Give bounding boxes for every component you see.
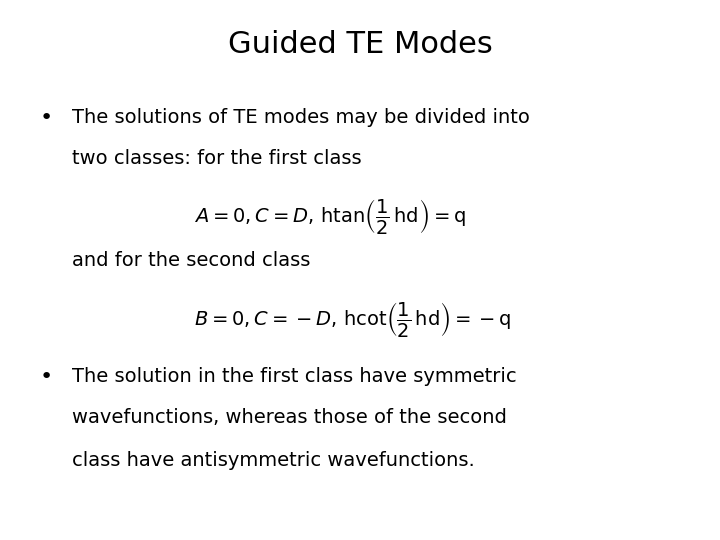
Text: The solution in the first class have symmetric: The solution in the first class have sym… (72, 367, 517, 386)
Text: •: • (40, 367, 53, 387)
Text: Guided TE Modes: Guided TE Modes (228, 30, 492, 59)
Text: •: • (40, 108, 53, 128)
Text: $A = 0, C = D,\, \mathrm{h}\tan\!\left(\dfrac{1}{2}\,\mathrm{h}\mathrm{d}\right): $A = 0, C = D,\, \mathrm{h}\tan\!\left(\… (194, 197, 467, 236)
Text: two classes: for the first class: two classes: for the first class (72, 148, 361, 167)
Text: $B = 0, C = -D,\, \mathrm{h}\cot\!\left(\dfrac{1}{2}\,\mathrm{h}\mathrm{d}\right: $B = 0, C = -D,\, \mathrm{h}\cot\!\left(… (194, 300, 512, 339)
Text: class have antisymmetric wavefunctions.: class have antisymmetric wavefunctions. (72, 451, 474, 470)
Text: and for the second class: and for the second class (72, 251, 310, 270)
Text: The solutions of TE modes may be divided into: The solutions of TE modes may be divided… (72, 108, 530, 127)
Text: wavefunctions, whereas those of the second: wavefunctions, whereas those of the seco… (72, 408, 507, 427)
